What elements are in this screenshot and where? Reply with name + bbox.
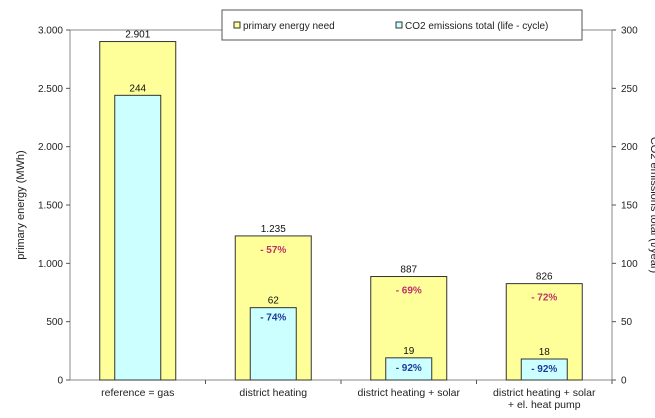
legend-swatch-energy — [233, 21, 241, 29]
y-axis-title: primary energy (MWh) — [15, 150, 27, 259]
legend-label-energy: primary energy need — [243, 21, 335, 32]
legend-swatch-co2 — [395, 21, 403, 29]
bar-co2 — [114, 94, 162, 381]
left-tick-label: 1.500 — [38, 201, 63, 212]
category-label: district heating — [239, 387, 307, 399]
right-tick-label: 200 — [621, 142, 638, 153]
right-tick-label: 0 — [621, 376, 627, 387]
y2-axis-title: CO2 emissions total (t/year) — [648, 137, 655, 273]
co2-value-label: 18 — [539, 347, 551, 358]
left-tick-label: 2.000 — [38, 142, 63, 153]
category-label: district heating + solar — [358, 387, 461, 399]
category-label: district heating + solar — [493, 387, 596, 399]
co2-value-label: 62 — [268, 296, 280, 307]
energy-change-label: - 72% — [531, 293, 557, 304]
energy-value-label: 887 — [400, 265, 417, 276]
co2-value-label: 19 — [403, 346, 415, 357]
category-label: + el. heat pump — [508, 399, 581, 411]
co2-change-label: - 92% — [396, 363, 422, 374]
left-tick-label: 1.000 — [38, 259, 63, 270]
energy-value-label: 826 — [536, 272, 553, 283]
energy-value-label: 1.235 — [261, 224, 286, 235]
left-tick-label: 3.000 — [38, 26, 63, 37]
left-tick-label: 500 — [46, 317, 63, 328]
category-label: reference = gas — [101, 387, 174, 399]
co2-change-label: - 92% — [531, 364, 557, 375]
co2-value-label: 244 — [129, 83, 146, 94]
bar-co2 — [520, 358, 568, 381]
co2-change-label: - 74% — [260, 313, 286, 324]
left-tick-label: 2.500 — [38, 84, 63, 95]
legend-label-co2: CO2 emissions total (life - cycle) — [405, 21, 548, 32]
energy-value-label: 2.901 — [125, 30, 150, 41]
energy-change-label: - 69% — [396, 286, 422, 297]
bar-co2 — [249, 307, 297, 381]
right-tick-label: 300 — [621, 26, 638, 37]
right-tick-label: 50 — [621, 317, 633, 328]
right-tick-label: 150 — [621, 201, 638, 212]
energy-change-label: - 57% — [260, 245, 286, 256]
right-tick-label: 100 — [621, 259, 638, 270]
left-tick-label: 0 — [57, 376, 63, 387]
right-tick-label: 250 — [621, 84, 638, 95]
bar-co2 — [385, 357, 433, 381]
